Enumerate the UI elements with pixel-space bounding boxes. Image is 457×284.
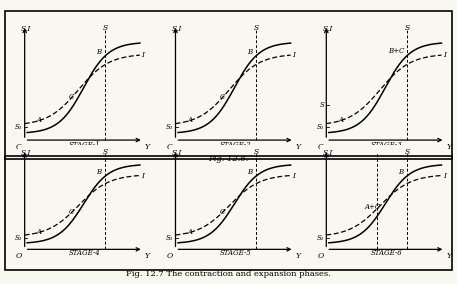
Text: S: S bbox=[404, 148, 409, 156]
Text: S₁: S₁ bbox=[15, 123, 23, 131]
Text: O: O bbox=[167, 143, 173, 151]
Text: S,I: S,I bbox=[21, 148, 31, 156]
Text: B: B bbox=[96, 48, 101, 56]
Text: B: B bbox=[96, 168, 101, 176]
Text: C: C bbox=[220, 93, 225, 101]
Text: I: I bbox=[141, 51, 144, 59]
Text: S: S bbox=[103, 148, 108, 156]
Text: O: O bbox=[16, 143, 22, 151]
Text: S,I: S,I bbox=[323, 24, 333, 32]
Text: S,I: S,I bbox=[323, 148, 333, 156]
Text: Fig. 12.6.: Fig. 12.6. bbox=[208, 155, 249, 163]
Text: O: O bbox=[16, 252, 22, 260]
Text: I: I bbox=[292, 172, 295, 179]
Text: O: O bbox=[167, 252, 173, 260]
Text: I: I bbox=[443, 51, 446, 59]
Text: O: O bbox=[318, 143, 324, 151]
Text: A+C: A+C bbox=[365, 203, 381, 211]
Text: STAGE-1: STAGE-1 bbox=[69, 141, 101, 149]
Text: S: S bbox=[254, 148, 259, 156]
Text: S₁: S₁ bbox=[317, 123, 324, 131]
Text: A: A bbox=[188, 116, 193, 124]
Text: B: B bbox=[247, 48, 252, 56]
Text: S: S bbox=[254, 24, 259, 32]
Text: Y: Y bbox=[446, 143, 452, 151]
Text: C: C bbox=[220, 208, 225, 216]
Text: S₁: S₁ bbox=[317, 234, 324, 242]
Text: S₁: S₁ bbox=[15, 234, 23, 242]
Text: Y: Y bbox=[446, 252, 452, 260]
Text: A: A bbox=[339, 116, 344, 124]
Text: S: S bbox=[103, 24, 108, 32]
Text: Y: Y bbox=[296, 143, 301, 151]
Text: I: I bbox=[292, 51, 295, 59]
Text: A: A bbox=[188, 228, 193, 236]
Text: STAGE-5: STAGE-5 bbox=[220, 249, 251, 257]
Text: Y: Y bbox=[296, 252, 301, 260]
Text: B+C: B+C bbox=[388, 47, 404, 55]
Text: Y: Y bbox=[145, 143, 150, 151]
Text: S,I: S,I bbox=[172, 148, 182, 156]
Text: Y: Y bbox=[145, 252, 150, 260]
Text: S,I: S,I bbox=[21, 24, 31, 32]
Text: STAGE-6: STAGE-6 bbox=[371, 249, 402, 257]
Text: I: I bbox=[443, 172, 446, 179]
Text: STAGE-2: STAGE-2 bbox=[220, 141, 251, 149]
Text: A: A bbox=[37, 116, 42, 124]
Text: B: B bbox=[398, 168, 403, 176]
Text: STAGE-3: STAGE-3 bbox=[371, 141, 402, 149]
Text: S: S bbox=[319, 101, 324, 109]
Text: A: A bbox=[37, 228, 42, 236]
Text: I: I bbox=[141, 172, 144, 179]
Text: S₁: S₁ bbox=[166, 234, 174, 242]
Text: S: S bbox=[404, 24, 409, 32]
Text: STAGE-4: STAGE-4 bbox=[69, 249, 101, 257]
Text: S₁: S₁ bbox=[166, 123, 174, 131]
Text: Fig. 12.7 The contraction and expansion phases.: Fig. 12.7 The contraction and expansion … bbox=[126, 270, 331, 278]
Text: B: B bbox=[247, 168, 252, 176]
Text: O: O bbox=[318, 252, 324, 260]
Text: C: C bbox=[69, 93, 74, 101]
Text: C: C bbox=[69, 208, 74, 216]
Text: S,I: S,I bbox=[172, 24, 182, 32]
